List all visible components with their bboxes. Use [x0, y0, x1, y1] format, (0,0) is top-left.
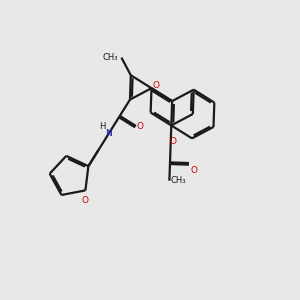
Text: O: O — [137, 122, 144, 131]
Text: CH₃: CH₃ — [171, 176, 186, 185]
Text: O: O — [190, 166, 197, 175]
Text: H: H — [99, 122, 105, 131]
Text: O: O — [82, 196, 89, 205]
Text: CH₃: CH₃ — [103, 53, 118, 62]
Text: O: O — [169, 137, 176, 146]
Text: O: O — [153, 81, 160, 90]
Text: N: N — [105, 129, 112, 138]
